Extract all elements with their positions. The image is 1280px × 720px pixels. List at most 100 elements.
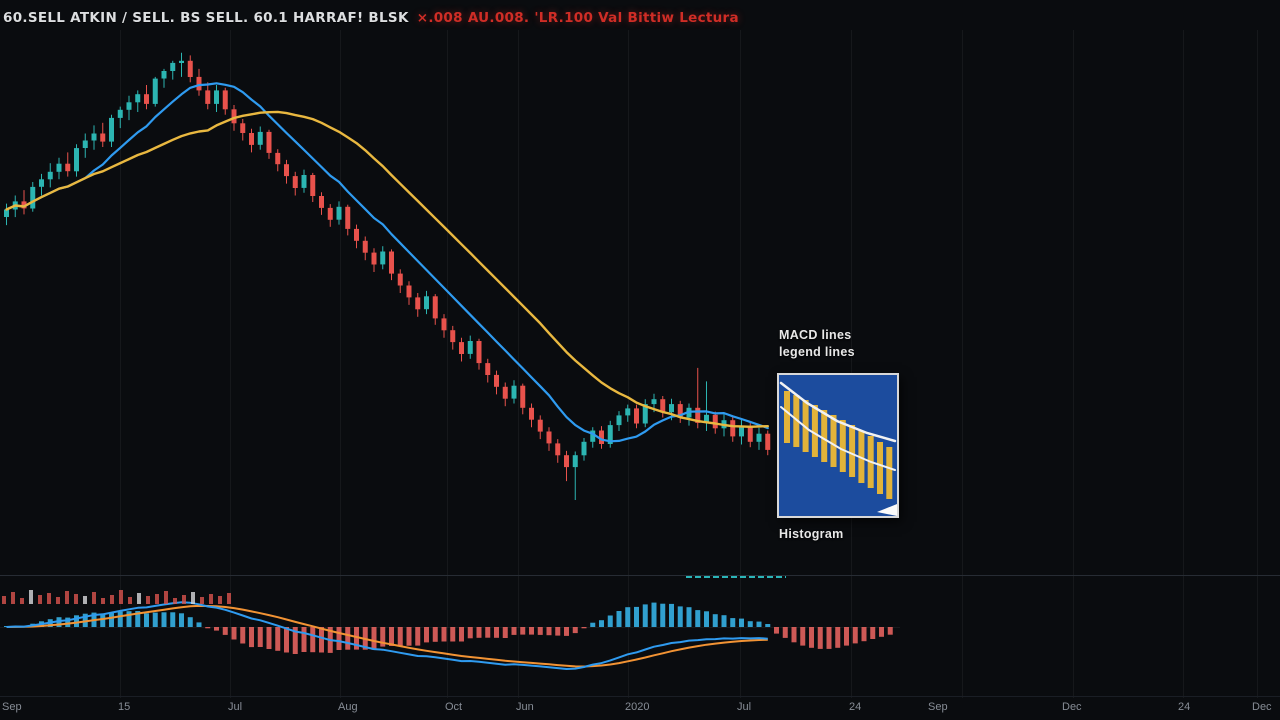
macd-hist-bar	[117, 611, 123, 627]
macd-hist-bar	[196, 622, 202, 627]
macd-signal-line	[6, 604, 768, 668]
strip-bar	[128, 597, 132, 604]
macd-hist-bar	[494, 627, 499, 638]
macd-hist-bar	[791, 627, 797, 643]
macd-hist-bar	[765, 624, 771, 627]
strip-bar	[29, 590, 33, 604]
candle-body	[494, 374, 499, 387]
candle-body	[310, 175, 316, 196]
candle-body	[257, 131, 263, 145]
macd-hist-bar	[774, 627, 779, 634]
candle-body	[65, 163, 71, 172]
macd-hist-bar	[572, 627, 578, 634]
macd-hist-bar	[152, 612, 158, 627]
inset-hist-bar	[839, 420, 846, 472]
macd-hist-bar	[100, 613, 106, 627]
macd-hist-bar	[389, 627, 394, 646]
strip-bar	[191, 592, 195, 604]
ticker-values-text: ×.008 AU.008. 'LR.100 Val Bittiw Lectura	[416, 10, 739, 26]
strip-bar	[119, 590, 123, 604]
candle-body	[91, 133, 97, 141]
candle-body	[634, 408, 639, 424]
macd-hist-bar	[817, 627, 823, 649]
candle-body	[432, 296, 438, 319]
candle-body	[82, 140, 88, 148]
macd-hist-bar	[581, 627, 587, 629]
candle-body	[485, 363, 491, 375]
macd-hist-bar	[747, 621, 753, 627]
callout-inset-drawing	[779, 381, 897, 516]
candle-body	[56, 163, 62, 172]
candle-body	[30, 186, 36, 209]
ticker-symbol-text: 60.SELL ATKIN / SELL. BS SELL. 60.1 HARR…	[3, 10, 409, 26]
macd-hist-bar	[144, 613, 149, 627]
candle-body	[126, 102, 132, 110]
callout-top-label: MACD lines legend lines	[779, 327, 855, 361]
candle-body	[336, 206, 342, 220]
macd-hist-bar	[502, 627, 508, 638]
candle-body	[301, 175, 307, 188]
inset-hist-bar	[793, 395, 800, 447]
macd-hist-bar	[634, 606, 639, 627]
inset-hist-bar	[830, 415, 837, 467]
macd-hist-bar	[625, 607, 631, 627]
candle-body	[109, 117, 114, 142]
macd-hist-bar	[266, 627, 272, 649]
candle-body	[669, 404, 674, 413]
macd-hist-bar	[879, 627, 884, 637]
macd-hist-bar	[345, 627, 351, 650]
candle-body	[205, 90, 211, 104]
macd-hist-bar	[380, 627, 386, 647]
candle-body	[100, 133, 106, 142]
candle-body	[415, 297, 421, 310]
candle-body	[765, 433, 771, 450]
macd-hist-bar	[677, 606, 683, 627]
macd-hist-bar	[852, 627, 858, 644]
macd-hist-bar	[599, 620, 604, 627]
candle-body	[389, 251, 394, 274]
candle-body	[292, 176, 298, 188]
candle-body	[319, 196, 324, 208]
callout-top-line1: MACD lines	[779, 328, 852, 342]
candle-body	[161, 71, 167, 79]
strip-bar	[2, 596, 6, 604]
candle-body	[187, 60, 193, 77]
candle-body	[537, 419, 543, 432]
macd-hist-bar	[319, 627, 324, 653]
macd-hist-bar	[310, 627, 316, 653]
strip-bar	[11, 592, 15, 604]
macd-hist-bar	[450, 627, 456, 642]
macd-hist-bar	[529, 627, 534, 635]
strip-bar	[182, 595, 186, 604]
strip-bar	[38, 595, 42, 604]
macd-hist-bar	[695, 610, 701, 627]
macd-hist-bar	[721, 615, 727, 627]
macd-hist-bar	[887, 627, 893, 635]
candle-body	[284, 164, 289, 177]
candle-body	[21, 201, 27, 209]
macd-hist-bar	[161, 612, 167, 627]
macd-hist-bar	[555, 627, 561, 636]
candle-body	[590, 430, 596, 442]
candle-body	[397, 273, 403, 286]
strip-bar	[74, 594, 78, 604]
candle-body	[39, 179, 44, 187]
macd-hist-bar	[739, 618, 744, 627]
candle-body	[231, 109, 237, 124]
ma-slow-line	[5, 110, 769, 428]
strip-bar	[173, 598, 177, 604]
macd-hist-bar	[861, 627, 867, 642]
strip-bar	[65, 591, 69, 604]
macd-hist-bar	[126, 611, 132, 627]
macd-hist-bar	[301, 627, 307, 652]
macd-hist-bar	[214, 627, 219, 631]
macd-hist-bar	[231, 627, 237, 640]
candle-body	[730, 420, 736, 437]
macd-hist-bar	[284, 627, 289, 653]
macd-callout-inset	[777, 373, 899, 518]
strip-bar	[92, 592, 96, 604]
inset-hist-bar	[811, 405, 818, 457]
candle-body	[354, 228, 359, 241]
candle-body	[555, 443, 561, 456]
